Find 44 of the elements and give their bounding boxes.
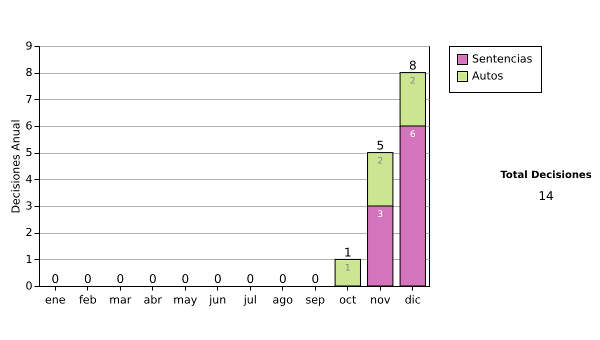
data-label: 6 <box>410 130 416 140</box>
x-tick-label: jul <box>242 294 257 306</box>
text: 14 <box>537 189 555 203</box>
legend-label: Sentencias <box>472 52 533 66</box>
total-label: 0 <box>246 272 254 286</box>
y-tick-label: 1 <box>26 252 32 266</box>
y-tick-label: 5 <box>26 146 32 160</box>
data-label: 1 <box>344 263 351 274</box>
data-label: 2 <box>410 76 416 87</box>
y-tick-label: 6 <box>26 120 32 132</box>
x-tick-label: sep <box>306 294 326 306</box>
total-label: 0 <box>311 272 320 286</box>
x-tick-label: nov <box>370 294 391 306</box>
data-label: 3 <box>377 210 384 220</box>
y-tick-label: 0 <box>26 280 32 292</box>
total-label: 0 <box>181 272 190 286</box>
data-label: 2 <box>377 156 384 167</box>
total-label: 0 <box>84 272 92 286</box>
x-tick-label: may <box>173 294 198 306</box>
x-tick-label: ene <box>44 294 66 306</box>
text: Total Decisiones <box>499 170 593 181</box>
y-tick-label: 4 <box>26 172 32 186</box>
total-label: 8 <box>408 58 417 73</box>
x-tick-label: abr <box>144 294 162 306</box>
y-tick-label: 3 <box>26 200 32 212</box>
x-tick-label: ago <box>272 294 294 306</box>
total-label: 0 <box>148 272 157 286</box>
y-tick-label: 2 <box>26 226 32 240</box>
total-label: 0 <box>51 272 60 286</box>
y-tick-label: 8 <box>26 66 32 80</box>
y-tick-label: 7 <box>26 92 32 106</box>
x-tick-label: feb <box>78 294 97 306</box>
y-axis-title: Decisiones Anual <box>10 119 22 214</box>
x-tick-label: oct <box>339 294 357 306</box>
y-tick-label: 9 <box>26 40 32 52</box>
total-label: 1 <box>344 245 352 260</box>
x-tick-label: mar <box>109 294 132 306</box>
x-tick-label: dic <box>404 294 421 306</box>
total-label: 5 <box>376 138 384 153</box>
total-label: 0 <box>116 272 124 286</box>
legend-label: Autos <box>472 70 504 82</box>
x-tick-label: jun <box>208 294 226 306</box>
total-label: 0 <box>214 272 222 286</box>
total-label: 0 <box>278 272 287 286</box>
